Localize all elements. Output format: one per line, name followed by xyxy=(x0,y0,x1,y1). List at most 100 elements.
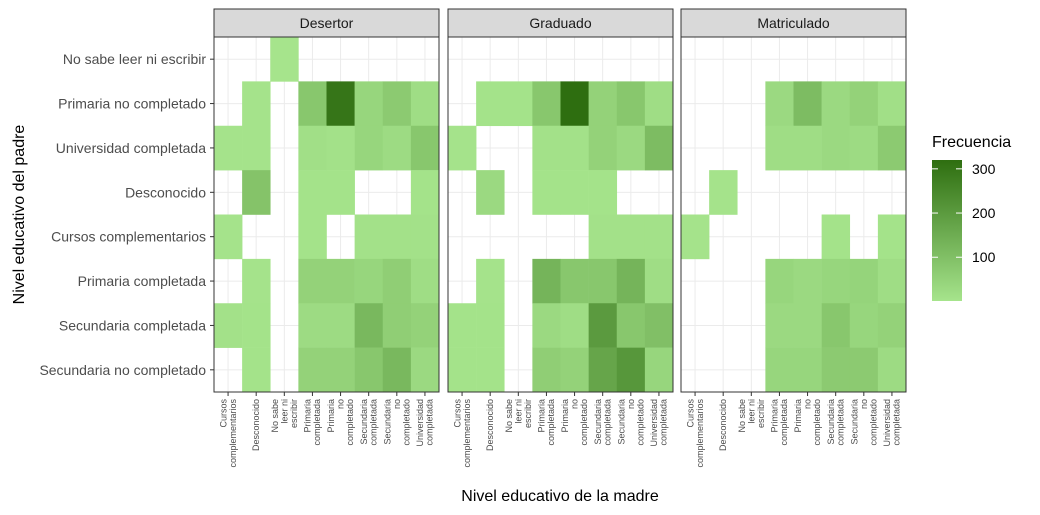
heatmap-cell xyxy=(298,303,327,348)
heatmap-cell xyxy=(214,214,243,260)
heatmap-cell xyxy=(382,214,412,260)
heatmap-cell xyxy=(560,347,589,393)
legend-tick-label: 100 xyxy=(972,249,996,265)
heatmap-cell xyxy=(560,81,589,127)
heatmap-cell xyxy=(270,37,299,82)
heatmap-cell xyxy=(616,81,646,127)
heatmap-cell xyxy=(821,125,851,171)
heatmap-cell xyxy=(849,347,879,393)
x-tick-label: Primarianocompletado xyxy=(793,399,822,446)
facet-panel-matriculado: Matriculado Cursoscomplementarios Desconoc… xyxy=(680,8,907,468)
heatmap-cell xyxy=(588,258,618,304)
heatmap-cell xyxy=(849,81,879,127)
y-axis-ticks: No sabe leer ni escribir Primaria no comp… xyxy=(39,51,214,378)
heatmap-cell xyxy=(821,214,851,260)
heatmap-cell xyxy=(765,303,794,348)
heatmap-cell xyxy=(476,258,505,304)
heatmap-cell xyxy=(326,258,355,304)
panel-border xyxy=(213,36,440,393)
heatmap-cell xyxy=(877,81,907,127)
x-tick-label: Universidadcompletada xyxy=(882,399,902,447)
heatmap-cell xyxy=(616,258,646,304)
heatmap-cell xyxy=(298,125,327,171)
legend-tick-label: 300 xyxy=(972,161,996,177)
heatmap-cell xyxy=(242,125,271,171)
heatmap-cell xyxy=(821,347,851,393)
heatmap-cell xyxy=(242,303,271,348)
y-axis-title: Nivel educativo del padre xyxy=(11,125,28,305)
heatmap-cell xyxy=(298,258,327,304)
x-tick-label: Universidadcompletada xyxy=(415,399,435,447)
heatmap-cell xyxy=(681,214,710,260)
x-tick-label: No sabeleer niescribir xyxy=(504,399,533,433)
heatmap-cell xyxy=(821,303,851,348)
heatmap-cell xyxy=(532,125,561,171)
heatmap-cell xyxy=(588,303,618,348)
heatmap-cell xyxy=(242,81,271,127)
x-tick-label: Secundarianocompletado xyxy=(616,399,645,446)
heatmap-cell xyxy=(849,125,879,171)
x-tick-label: Primariacompletada xyxy=(537,399,557,446)
facet-panels: Desertor Cursoscomplementarios Desconocido… xyxy=(213,8,907,468)
x-tick-label: Primarianocompletado xyxy=(326,399,355,446)
x-tick-label: Universidadcompletada xyxy=(649,399,669,447)
facet-strip xyxy=(213,8,440,38)
x-tick-label: No sabeleer niescribir xyxy=(737,399,766,433)
heatmap-cell xyxy=(326,170,355,215)
heatmap-cell xyxy=(765,347,794,393)
heatmap-cell xyxy=(410,214,440,260)
heatmap-cell xyxy=(588,214,618,260)
y-tick-label: Secundaria no completado xyxy=(39,362,206,378)
heatmap-cell xyxy=(644,214,674,260)
heatmap-cell xyxy=(616,214,646,260)
heatmap-cell xyxy=(298,170,327,215)
heatmap-cell xyxy=(793,347,822,393)
heatmap-cell xyxy=(793,258,822,304)
heatmap-cell xyxy=(588,125,618,171)
heatmap-cell xyxy=(354,303,384,348)
x-tick-label: Primarianocompletado xyxy=(560,399,589,446)
heatmap-cell xyxy=(616,125,646,171)
heatmap-cell xyxy=(616,347,646,393)
heatmap-cell xyxy=(560,170,589,215)
x-tick-label: Secundariacompletada xyxy=(593,399,613,446)
heatmap-cell xyxy=(382,258,412,304)
facet-panel-graduado: Graduado Cursoscomplementarios Desconocido… xyxy=(447,8,674,468)
legend-title: Frecuencia xyxy=(932,134,1011,151)
heatmap-cell xyxy=(644,347,674,393)
heatmap-cell xyxy=(242,258,271,304)
facet-strip-label: Graduado xyxy=(529,15,591,31)
x-tick-label: Cursoscomplementarios xyxy=(218,399,238,468)
heatmap-cell xyxy=(382,81,412,127)
x-tick-label: Desconocido xyxy=(485,399,495,451)
heatmap-cell xyxy=(644,303,674,348)
heatmap-cell xyxy=(326,81,355,127)
heatmap-cell xyxy=(877,258,907,304)
heatmap-cell xyxy=(560,258,589,304)
heatmap-cell xyxy=(448,303,477,348)
heatmap-cell xyxy=(877,214,907,260)
heatmap-cell xyxy=(326,347,355,393)
heatmap-cell xyxy=(849,303,879,348)
facet-strip xyxy=(447,8,674,38)
heatmap-cell xyxy=(765,125,794,171)
y-tick-label: Primaria completada xyxy=(78,273,207,289)
x-tick-label: Secundarianocompletado xyxy=(849,399,878,446)
heatmap-cell xyxy=(326,303,355,348)
heatmap-cell xyxy=(476,347,505,393)
heatmap-cell xyxy=(410,170,440,215)
heatmap-cell xyxy=(793,81,822,127)
heatmap-cell xyxy=(821,81,851,127)
heatmap-cell xyxy=(877,303,907,348)
heatmap-cell xyxy=(382,347,412,393)
heatmap-cell xyxy=(765,258,794,304)
x-tick-label: No sabeleer niescribir xyxy=(270,399,299,433)
heatmap-cell xyxy=(214,125,243,171)
x-tick-label: Cursoscomplementarios xyxy=(685,399,705,468)
heatmap-cell xyxy=(644,81,674,127)
x-tick-label: Secundarianocompletado xyxy=(382,399,411,446)
panel-border xyxy=(447,36,674,393)
heatmap-cell xyxy=(793,125,822,171)
heatmap-cell xyxy=(616,303,646,348)
